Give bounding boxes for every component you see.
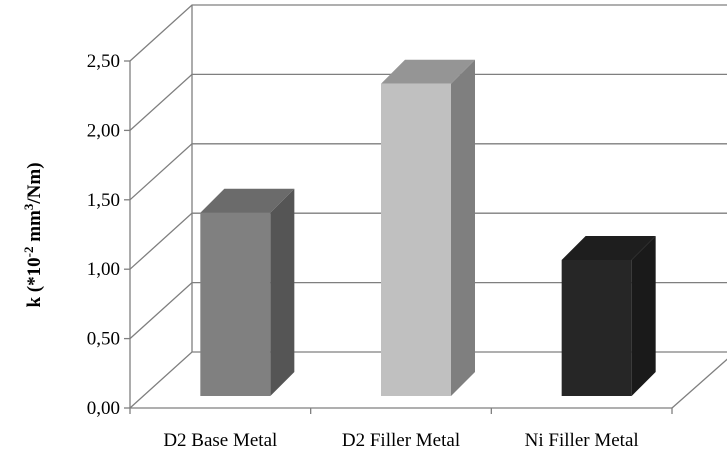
bar-side (451, 59, 475, 396)
y-axis-title-exponent: 3 (21, 203, 36, 210)
category-label: D2 Base Metal (163, 430, 277, 451)
bar-top (381, 59, 475, 84)
bar (381, 59, 475, 396)
bar (200, 188, 295, 396)
bar-side (270, 188, 295, 396)
axes (124, 5, 727, 414)
bar (561, 235, 656, 396)
bar-front (561, 259, 632, 396)
category-label: D2 Filler Metal (342, 430, 460, 451)
y-tick-labels: 0,00 0,50 1,00 1,50 2,00 2,50 (87, 51, 120, 419)
y-tick-label: 0,00 (87, 398, 120, 419)
bar-top (200, 188, 295, 213)
bar-side (631, 235, 656, 396)
y-axis-title-part: /Nm) (24, 162, 45, 204)
y-tick-label: 0,50 (87, 329, 120, 350)
y-tick-label: 1,50 (87, 190, 120, 211)
y-axis-title-part: k (*10 (24, 257, 45, 307)
y-axis-title: k (*10-2 mm3/Nm) (21, 162, 45, 307)
gridline (129, 4, 727, 62)
y-tick-label: 2,50 (87, 51, 120, 72)
bar-front (381, 83, 451, 396)
y-tick-label: 2,00 (87, 120, 120, 141)
y-axis-title-part: mm (24, 210, 45, 247)
floor-right-edge (671, 358, 727, 409)
bars (200, 59, 656, 396)
bar-front (200, 212, 271, 396)
category-label: Ni Filler Metal (525, 430, 639, 451)
y-axis-title-exponent: -2 (21, 247, 36, 258)
category-labels: D2 Base Metal D2 Filler Metal Ni Filler Me… (163, 430, 638, 451)
y-tick-label: 1,00 (87, 259, 120, 280)
bar-top (561, 235, 656, 260)
